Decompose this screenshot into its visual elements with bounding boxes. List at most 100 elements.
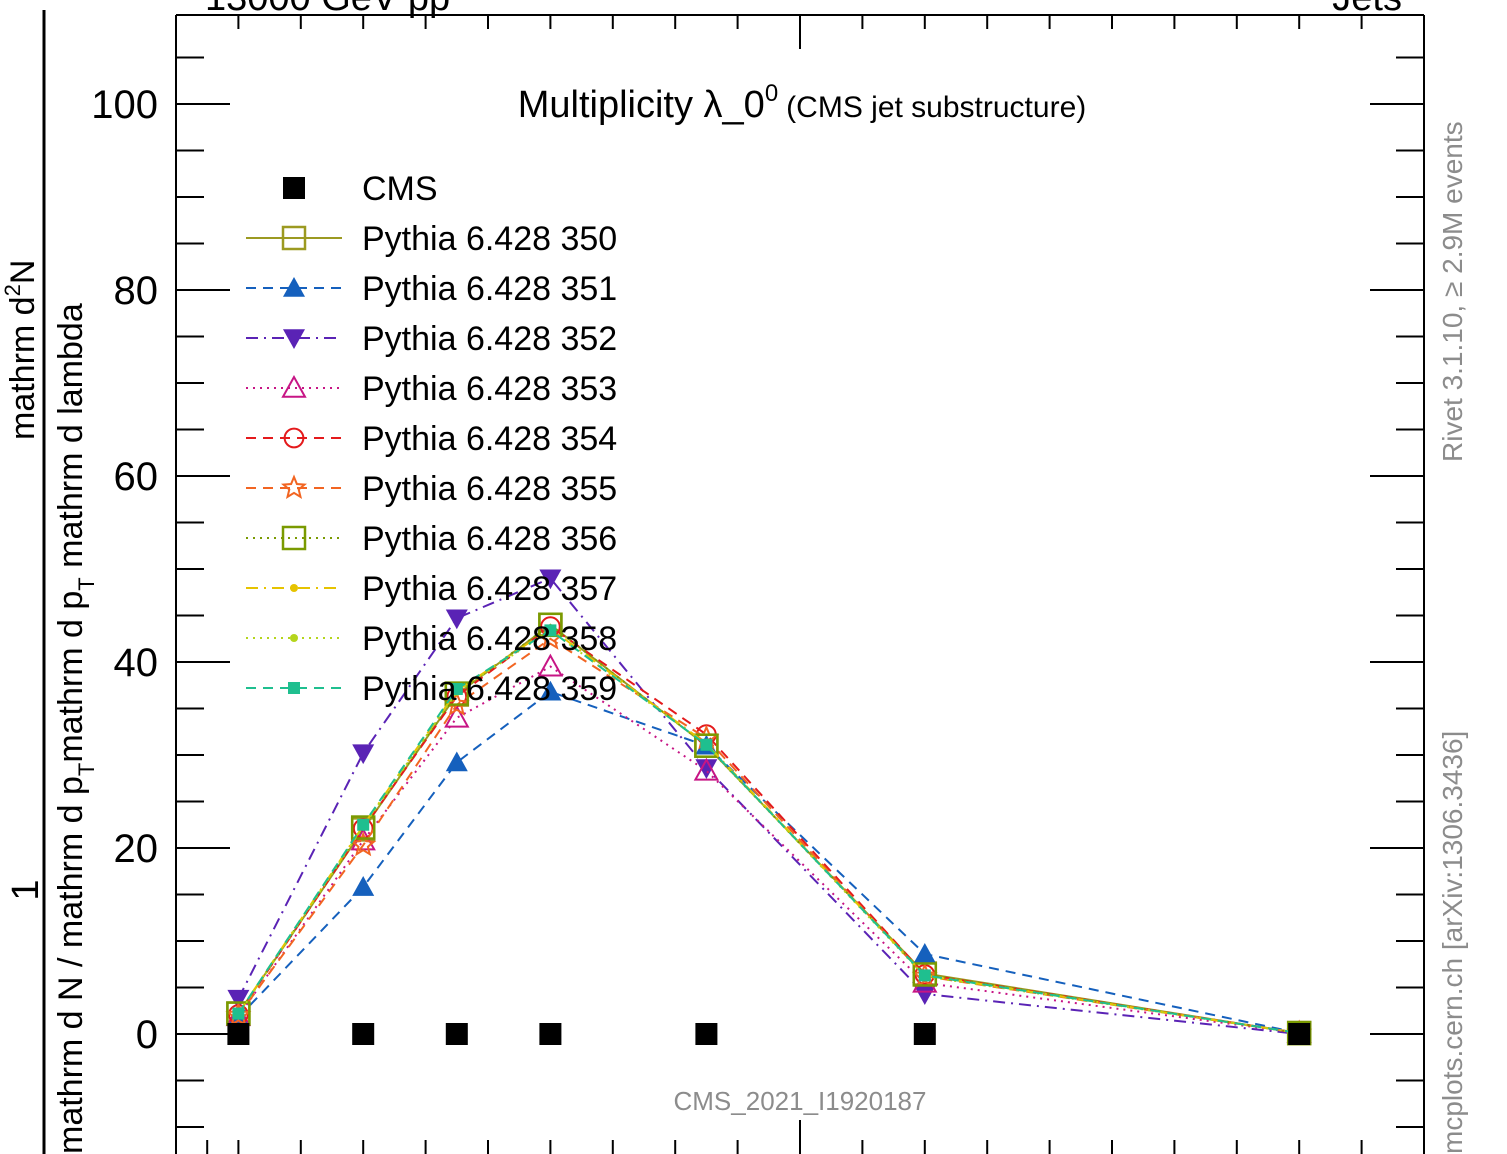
chart-title-main: Multiplicity λ_0	[518, 84, 765, 126]
marker-square-open	[350, 815, 376, 840]
legend-entry: Pythia 6.428 350	[246, 220, 617, 258]
side-label-rivet: Rivet 3.1.10, ≥ 2.9M events	[1437, 121, 1468, 462]
series-line	[237, 637, 1300, 1035]
marker-square	[539, 1023, 562, 1045]
y-tick-label: 60	[114, 455, 159, 499]
legend-entry: Pythia 6.428 359	[246, 670, 617, 708]
legend-label: Pythia 6.428 353	[362, 370, 617, 408]
legend-entry: Pythia 6.428 355	[246, 470, 617, 508]
marker-square-small	[232, 1007, 245, 1020]
marker-square-small	[700, 738, 713, 751]
y-tick-label: 0	[136, 1013, 158, 1057]
y-label-top-main: mathrm d	[4, 296, 42, 440]
marker-square-open	[444, 681, 470, 706]
chart-title: Multiplicity λ_00 (CMS jet substructure)	[518, 80, 1087, 126]
legend: CMS Pythia 6.428 350 Pythia 6.428 351 Pythi…	[246, 170, 617, 708]
y-tick-labels: 0 20 40 60 80 100	[91, 83, 158, 1057]
legend-label: Pythia 6.428 355	[362, 470, 617, 508]
marker-square-open	[912, 962, 938, 987]
side-label-source: mcplots.cern.ch [arXiv:1306.3436]	[1437, 731, 1468, 1154]
marker-square	[227, 1023, 250, 1045]
legend-label: Pythia 6.428 358	[362, 620, 617, 658]
y-tick-label: 80	[114, 269, 159, 313]
marker-square	[695, 1023, 718, 1045]
legend-label: Pythia 6.428 350	[362, 220, 617, 258]
legend-entry: Pythia 6.428 351	[246, 270, 617, 308]
y-tick-label: 20	[114, 827, 159, 871]
series-layer	[225, 569, 1313, 1046]
marker-star-open	[280, 474, 308, 500]
analysis-label: CMS_2021_I1920187	[674, 1086, 927, 1116]
y-axis-label: 1 mathrm d2N mathrm d N / mathrm d pTmat…	[0, 10, 99, 1154]
y-label-top-sup: 2	[0, 284, 25, 296]
y-label-bottom: mathrm d N / mathrm d pTmathrm d pT math…	[52, 303, 99, 1154]
marker-square	[1288, 1023, 1311, 1045]
chart-title-small: (CMS jet substructure)	[786, 91, 1086, 124]
marker-triangle-down	[283, 329, 305, 349]
marker-triangle-up-open	[281, 374, 307, 398]
header-right: Jets	[1332, 0, 1402, 19]
marker-dot	[290, 584, 298, 592]
marker-square-open	[281, 225, 307, 251]
marker-square	[283, 177, 305, 199]
legend-entry: Pythia 6.428 353	[246, 370, 617, 408]
marker-square-small	[450, 682, 463, 695]
y-label-bottom-main: mathrm d N / mathrm d p	[52, 776, 90, 1154]
marker-triangle-down	[352, 744, 375, 765]
legend-label: Pythia 6.428 352	[362, 320, 617, 358]
legend-entry: Pythia 6.428 356	[246, 520, 617, 558]
marker-triangle-down	[695, 759, 718, 780]
y-label-bottom-sub2: T	[74, 577, 99, 590]
marker-square-small	[918, 969, 931, 982]
legend-entry: Pythia 6.428 354	[246, 420, 617, 458]
legend-entry: Pythia 6.428 357	[246, 570, 617, 608]
marker-square	[445, 1023, 468, 1045]
marker-dot	[290, 634, 298, 642]
marker-square	[352, 1023, 375, 1045]
marker-square-small	[288, 682, 300, 694]
marker-triangle-down	[539, 569, 562, 590]
axis-ticks	[176, 15, 1424, 1154]
marker-triangle-up	[913, 943, 936, 963]
marker-square-small	[357, 818, 370, 831]
marker-triangle-down	[913, 985, 936, 1006]
legend-label: Pythia 6.428 354	[362, 420, 617, 458]
series-cms	[227, 1023, 1311, 1045]
legend-label: Pythia 6.428 357	[362, 570, 617, 608]
y-label-top: mathrm d2N	[0, 260, 42, 440]
legend-label: CMS	[362, 170, 438, 208]
y-tick-label: 40	[114, 641, 159, 685]
legend-label: Pythia 6.428 359	[362, 670, 617, 708]
marker-triangle-up	[352, 876, 375, 896]
series-pythia-6-428-351	[227, 680, 1311, 1042]
y-label-bottom-tail: mathrm d p	[52, 591, 90, 763]
marker-triangle-up-open	[537, 653, 564, 677]
marker-square	[913, 1023, 936, 1045]
legend-label: Pythia 6.428 351	[362, 270, 617, 308]
legend-entry: Pythia 6.428 352	[246, 320, 617, 358]
legend-entry: CMS	[283, 170, 438, 208]
y-label-bottom-sub: T	[74, 763, 99, 776]
marker-square-small	[544, 624, 557, 637]
y-tick-label: 100	[91, 83, 158, 127]
marker-triangle-up-open	[693, 757, 720, 781]
marker-triangle-down	[445, 609, 468, 630]
y-label-bottom-end: mathrm d lambda	[52, 303, 90, 577]
marker-triangle-up	[445, 751, 468, 772]
series-line	[237, 690, 1300, 1035]
chart-title-sup: 0	[765, 80, 778, 107]
legend-entry: Pythia 6.428 358	[246, 620, 617, 658]
y-label-top-tail: N	[4, 260, 42, 285]
series-line	[237, 665, 1300, 1035]
marker-star-open	[225, 1001, 252, 1027]
header-left: 13000 GeV pp	[205, 0, 450, 19]
marker-triangle-up	[283, 277, 305, 297]
y-label-numerator: 1	[5, 879, 47, 900]
marker-circle-open	[283, 427, 305, 449]
marker-square-open	[281, 525, 307, 551]
marker-square-open	[694, 733, 719, 758]
marker-triangle-down	[227, 989, 250, 1010]
marker-star-open	[350, 831, 377, 857]
legend-label: Pythia 6.428 356	[362, 520, 617, 558]
